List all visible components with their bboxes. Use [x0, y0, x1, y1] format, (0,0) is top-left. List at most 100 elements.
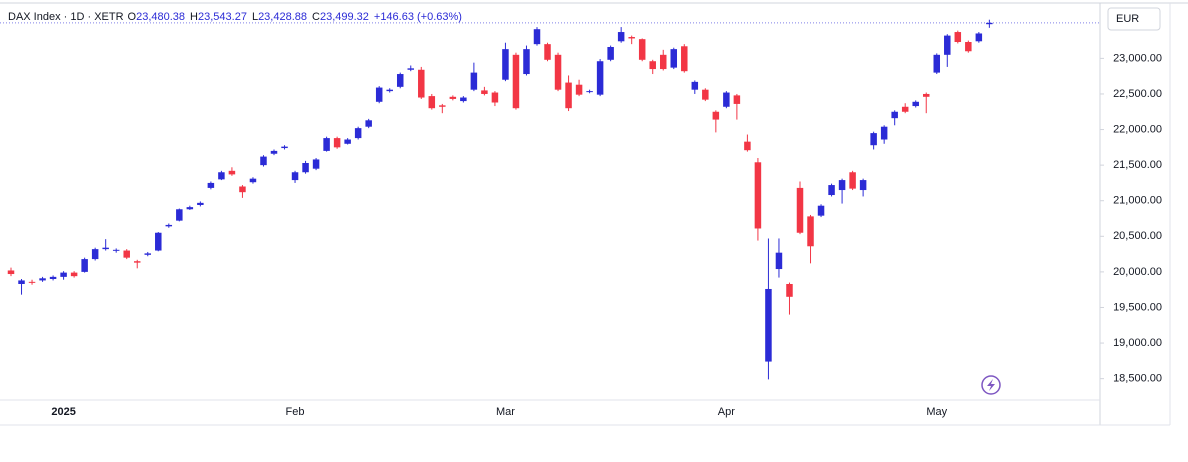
candle-body [207, 182, 215, 188]
candle-body [354, 128, 362, 139]
candle-body [155, 232, 162, 251]
candle-body [922, 93, 930, 97]
field-value: 23,543.27 [198, 11, 247, 23]
y-tick-label: 21,500.00 [1113, 159, 1162, 171]
candle-body [617, 32, 625, 42]
candle-body [659, 54, 667, 70]
candle-body [828, 185, 835, 196]
candle-body [681, 46, 688, 72]
candle-body [596, 61, 604, 95]
candle-body [28, 281, 36, 283]
candle-body [260, 156, 267, 166]
x-tick-label: 2025 [51, 406, 75, 418]
candle-body [312, 159, 320, 169]
candle-body [449, 96, 457, 99]
candle-body [165, 224, 173, 227]
candle-body [986, 22, 993, 25]
candle-body [176, 209, 183, 221]
field-value: 23,499.32 [320, 11, 369, 23]
candle-body [786, 283, 793, 297]
candle-body [901, 106, 909, 112]
candle-body [796, 187, 804, 233]
candle-body [807, 216, 814, 247]
candle-body [60, 272, 67, 277]
y-tick-label: 18,500.00 [1113, 373, 1162, 385]
candle-body [712, 111, 720, 120]
candle-body [333, 138, 341, 148]
field-key: L [252, 11, 258, 23]
candle-body [775, 252, 783, 270]
candle-body [218, 172, 225, 180]
y-tick-label: 23,000.00 [1113, 52, 1162, 64]
candle-body [302, 163, 309, 173]
candle-body [481, 90, 488, 94]
candle-body [859, 180, 867, 191]
candle-body [418, 69, 425, 98]
y-tick-label: 22,500.00 [1113, 88, 1162, 100]
candle-body [186, 207, 194, 210]
candle-body [849, 172, 856, 189]
candle-body [723, 92, 730, 107]
candle-body [144, 253, 152, 255]
candle-body [670, 49, 678, 68]
candle-body [439, 105, 446, 107]
candle-body [91, 249, 99, 260]
field-value: 23,480.38 [136, 11, 185, 23]
candle-body [891, 111, 898, 119]
candle-body [70, 272, 78, 277]
candle-body [565, 82, 572, 109]
candle-body [533, 29, 541, 45]
candle-body [838, 180, 846, 191]
candle-body [649, 61, 656, 70]
y-tick-label: 22,000.00 [1113, 123, 1162, 135]
candle-body [691, 81, 699, 90]
candle-body [39, 278, 46, 281]
candle-body [281, 146, 288, 149]
candle-body [512, 54, 520, 109]
y-tick-label: 20,000.00 [1113, 266, 1162, 278]
candle-body [638, 39, 646, 60]
candle-body [628, 37, 635, 39]
currency-box[interactable] [1107, 7, 1161, 31]
candle-body [123, 250, 130, 258]
candle-body [586, 91, 593, 93]
candle-body [502, 49, 509, 80]
x-tick-label: Mar [496, 406, 515, 418]
candle-body [575, 84, 583, 95]
candle-body [880, 126, 888, 140]
candle-body [954, 32, 962, 43]
candle-body [49, 276, 57, 280]
candle-body [460, 97, 467, 102]
candle-body [523, 49, 530, 75]
candle-body [733, 95, 741, 104]
candle-body [239, 186, 246, 193]
candle-body [933, 54, 941, 73]
candle-body [375, 87, 383, 102]
x-tick-label: May [926, 406, 947, 418]
header: DAX Index · 1D · XETR O23,480.38 H23,543.2… [8, 11, 462, 23]
lightning-icon[interactable] [981, 375, 1001, 395]
y-tick-label: 20,500.00 [1113, 230, 1162, 242]
y-tick-label: 21,000.00 [1113, 195, 1162, 207]
field-key: H [190, 11, 198, 23]
candle-body [544, 44, 551, 60]
change: +146.63 (+0.63%) [374, 11, 462, 23]
candle-body [554, 54, 562, 90]
field-key: C [312, 11, 320, 23]
candle-body [291, 172, 299, 181]
candle-body [270, 150, 278, 154]
candle-body [744, 141, 751, 151]
y-tick-label: 19,000.00 [1113, 337, 1162, 349]
candle-body [870, 133, 877, 146]
field-key: O [128, 11, 137, 23]
candle-body [407, 68, 415, 70]
x-tick-label: Feb [286, 406, 305, 418]
candle-body [323, 138, 330, 151]
symbol: DAX Index · 1D · XETR [8, 11, 124, 23]
candle-body [944, 35, 951, 55]
candle-body [817, 205, 825, 216]
candle-body [344, 139, 351, 144]
candle-body [18, 280, 25, 284]
candle-body [386, 89, 393, 92]
candle-body [365, 120, 372, 127]
